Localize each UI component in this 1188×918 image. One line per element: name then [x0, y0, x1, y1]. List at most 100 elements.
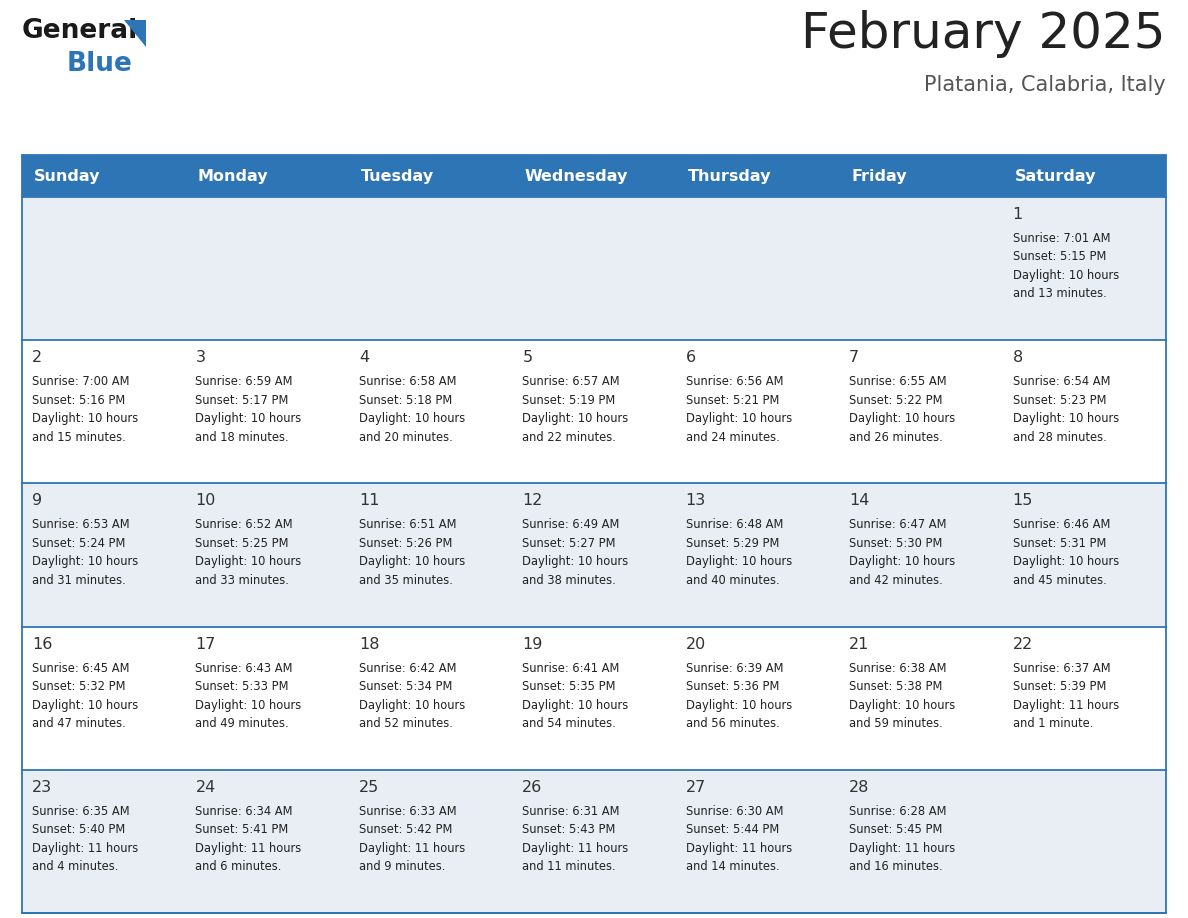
Text: Sunset: 5:33 PM: Sunset: 5:33 PM	[196, 680, 289, 693]
Text: Sunrise: 6:31 AM: Sunrise: 6:31 AM	[523, 805, 620, 818]
Text: February 2025: February 2025	[802, 10, 1165, 58]
Text: 11: 11	[359, 493, 379, 509]
Text: and 54 minutes.: and 54 minutes.	[523, 717, 617, 730]
Text: Sunrise: 6:59 AM: Sunrise: 6:59 AM	[196, 375, 293, 388]
Text: 26: 26	[523, 779, 543, 795]
Text: 7: 7	[849, 350, 859, 365]
Text: Sunrise: 6:43 AM: Sunrise: 6:43 AM	[196, 662, 293, 675]
Text: and 28 minutes.: and 28 minutes.	[1012, 431, 1106, 443]
Bar	[23, 197, 1165, 341]
Text: Daylight: 11 hours: Daylight: 11 hours	[359, 842, 466, 855]
Text: Sunset: 5:29 PM: Sunset: 5:29 PM	[685, 537, 779, 550]
Text: Sunrise: 6:57 AM: Sunrise: 6:57 AM	[523, 375, 620, 388]
Text: and 42 minutes.: and 42 minutes.	[849, 574, 943, 587]
Text: 17: 17	[196, 636, 216, 652]
Text: Sunrise: 6:56 AM: Sunrise: 6:56 AM	[685, 375, 783, 388]
Text: Sunset: 5:36 PM: Sunset: 5:36 PM	[685, 680, 779, 693]
Text: Thursday: Thursday	[688, 169, 771, 184]
Bar	[23, 484, 1165, 627]
Text: Sunset: 5:26 PM: Sunset: 5:26 PM	[359, 537, 453, 550]
Text: and 59 minutes.: and 59 minutes.	[849, 717, 943, 730]
Bar	[23, 770, 1165, 913]
Text: Daylight: 10 hours: Daylight: 10 hours	[685, 555, 792, 568]
Text: Sunrise: 6:39 AM: Sunrise: 6:39 AM	[685, 662, 783, 675]
Bar	[23, 627, 1165, 770]
Text: Daylight: 10 hours: Daylight: 10 hours	[32, 412, 138, 425]
Text: 2: 2	[32, 350, 42, 365]
Text: Sunset: 5:18 PM: Sunset: 5:18 PM	[359, 394, 453, 407]
Text: Sunset: 5:17 PM: Sunset: 5:17 PM	[196, 394, 289, 407]
Text: Daylight: 10 hours: Daylight: 10 hours	[523, 699, 628, 711]
Text: 27: 27	[685, 779, 706, 795]
Text: and 20 minutes.: and 20 minutes.	[359, 431, 453, 443]
Text: and 16 minutes.: and 16 minutes.	[849, 860, 943, 873]
Text: Daylight: 10 hours: Daylight: 10 hours	[32, 555, 138, 568]
Bar	[23, 341, 1165, 484]
Text: Sunrise: 7:01 AM: Sunrise: 7:01 AM	[1012, 232, 1110, 245]
Text: and 18 minutes.: and 18 minutes.	[196, 431, 289, 443]
Text: Saturday: Saturday	[1015, 169, 1097, 184]
Text: Sunrise: 6:34 AM: Sunrise: 6:34 AM	[196, 805, 293, 818]
Text: 24: 24	[196, 779, 216, 795]
Text: 19: 19	[523, 636, 543, 652]
Text: and 47 minutes.: and 47 minutes.	[32, 717, 126, 730]
Text: Sunrise: 6:41 AM: Sunrise: 6:41 AM	[523, 662, 620, 675]
Text: and 31 minutes.: and 31 minutes.	[32, 574, 126, 587]
Bar	[23, 155, 1165, 913]
Text: Sunrise: 6:49 AM: Sunrise: 6:49 AM	[523, 519, 620, 532]
Text: Sunrise: 6:48 AM: Sunrise: 6:48 AM	[685, 519, 783, 532]
Text: Daylight: 10 hours: Daylight: 10 hours	[1012, 555, 1119, 568]
Text: and 1 minute.: and 1 minute.	[1012, 717, 1093, 730]
Text: Daylight: 10 hours: Daylight: 10 hours	[1012, 269, 1119, 282]
Text: Wednesday: Wednesday	[524, 169, 627, 184]
Text: Friday: Friday	[851, 169, 906, 184]
Text: Sunset: 5:45 PM: Sunset: 5:45 PM	[849, 823, 942, 836]
Text: Sunset: 5:41 PM: Sunset: 5:41 PM	[196, 823, 289, 836]
Text: 13: 13	[685, 493, 706, 509]
Text: Daylight: 10 hours: Daylight: 10 hours	[849, 555, 955, 568]
Text: and 38 minutes.: and 38 minutes.	[523, 574, 617, 587]
Text: Daylight: 10 hours: Daylight: 10 hours	[196, 412, 302, 425]
Text: 20: 20	[685, 636, 706, 652]
Text: Sunset: 5:15 PM: Sunset: 5:15 PM	[1012, 251, 1106, 263]
Text: 10: 10	[196, 493, 216, 509]
Text: Sunset: 5:23 PM: Sunset: 5:23 PM	[1012, 394, 1106, 407]
Text: and 35 minutes.: and 35 minutes.	[359, 574, 453, 587]
Text: Sunrise: 6:47 AM: Sunrise: 6:47 AM	[849, 519, 947, 532]
Text: Sunset: 5:34 PM: Sunset: 5:34 PM	[359, 680, 453, 693]
Text: Daylight: 10 hours: Daylight: 10 hours	[523, 412, 628, 425]
Text: 12: 12	[523, 493, 543, 509]
Text: 5: 5	[523, 350, 532, 365]
Text: Sunset: 5:21 PM: Sunset: 5:21 PM	[685, 394, 779, 407]
Text: Sunset: 5:35 PM: Sunset: 5:35 PM	[523, 680, 615, 693]
Text: Daylight: 10 hours: Daylight: 10 hours	[359, 412, 466, 425]
Text: Sunset: 5:24 PM: Sunset: 5:24 PM	[32, 537, 126, 550]
Text: Daylight: 11 hours: Daylight: 11 hours	[196, 842, 302, 855]
Text: Monday: Monday	[197, 169, 268, 184]
Text: 3: 3	[196, 350, 206, 365]
Text: General: General	[23, 18, 138, 44]
Text: Sunset: 5:43 PM: Sunset: 5:43 PM	[523, 823, 615, 836]
Text: and 4 minutes.: and 4 minutes.	[32, 860, 119, 873]
Text: Daylight: 10 hours: Daylight: 10 hours	[849, 412, 955, 425]
Text: 1: 1	[1012, 207, 1023, 222]
Text: Sunrise: 6:51 AM: Sunrise: 6:51 AM	[359, 519, 456, 532]
Text: and 49 minutes.: and 49 minutes.	[196, 717, 289, 730]
Text: Daylight: 11 hours: Daylight: 11 hours	[849, 842, 955, 855]
Text: 4: 4	[359, 350, 369, 365]
Text: 16: 16	[32, 636, 52, 652]
Text: and 52 minutes.: and 52 minutes.	[359, 717, 453, 730]
Text: Sunset: 5:30 PM: Sunset: 5:30 PM	[849, 537, 942, 550]
Text: Sunrise: 6:37 AM: Sunrise: 6:37 AM	[1012, 662, 1111, 675]
Text: Sunset: 5:16 PM: Sunset: 5:16 PM	[32, 394, 125, 407]
Bar	[23, 155, 1165, 197]
Text: Blue: Blue	[67, 51, 133, 77]
Text: Sunset: 5:22 PM: Sunset: 5:22 PM	[849, 394, 942, 407]
Text: Sunrise: 6:35 AM: Sunrise: 6:35 AM	[32, 805, 129, 818]
Text: Daylight: 10 hours: Daylight: 10 hours	[359, 699, 466, 711]
Text: and 40 minutes.: and 40 minutes.	[685, 574, 779, 587]
Text: Sunrise: 6:28 AM: Sunrise: 6:28 AM	[849, 805, 947, 818]
Text: Sunrise: 7:00 AM: Sunrise: 7:00 AM	[32, 375, 129, 388]
Text: Daylight: 11 hours: Daylight: 11 hours	[1012, 699, 1119, 711]
Text: Sunrise: 6:46 AM: Sunrise: 6:46 AM	[1012, 519, 1110, 532]
